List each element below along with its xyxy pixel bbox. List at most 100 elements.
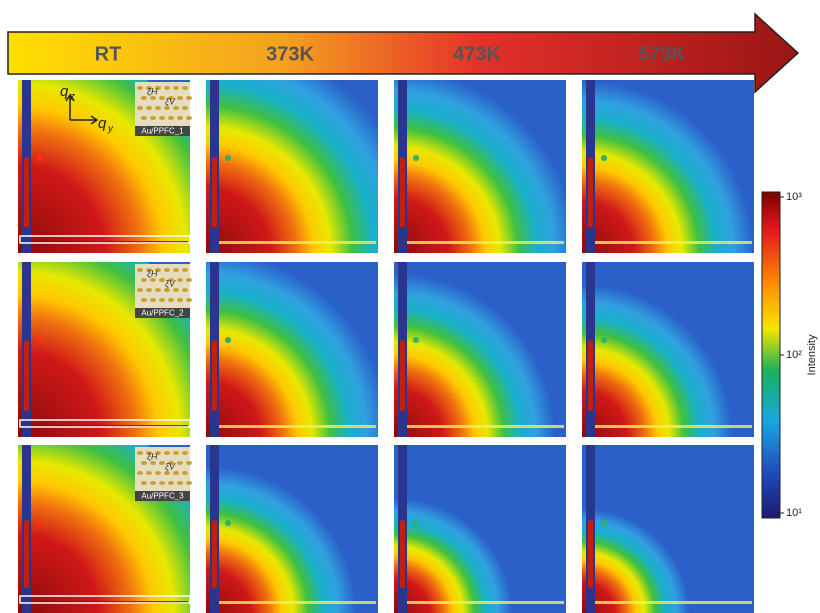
beamstop-core: [24, 341, 29, 411]
specular-spot: [225, 520, 231, 526]
specular-spot: [413, 155, 419, 161]
specular-spot: [413, 337, 419, 343]
particle: [168, 298, 174, 302]
colorbar-tick-label: 10¹: [786, 507, 802, 519]
beamstop-core: [400, 341, 405, 411]
particle: [164, 288, 170, 292]
particle: [182, 451, 188, 455]
particle: [155, 471, 161, 475]
inset-label: Au/PPFC_3: [141, 492, 184, 501]
xi-v-label: ξV: [165, 278, 176, 288]
horizon-line: [595, 601, 752, 604]
particle: [150, 116, 156, 120]
particle: [173, 86, 179, 90]
beamstop-core: [212, 158, 217, 227]
horizon-line: [219, 425, 376, 428]
particle: [177, 461, 183, 465]
particle: [155, 106, 161, 110]
particle: [168, 116, 174, 120]
beamstop-core: [212, 341, 217, 411]
specular-spot: [601, 337, 607, 343]
particle: [177, 298, 183, 302]
horizon-line: [219, 601, 376, 604]
beamstop-core: [24, 158, 29, 227]
horizon-line: [407, 425, 564, 428]
temperature-label: RT: [95, 43, 122, 65]
scattering-pattern: [582, 80, 754, 253]
particle: [141, 96, 147, 100]
particle: [177, 278, 183, 282]
particle: [186, 481, 192, 485]
colorbar-tick-label: 10³: [786, 191, 802, 203]
particle: [168, 481, 174, 485]
qy-sub: y: [107, 124, 114, 135]
particle: [186, 116, 192, 120]
xi-h-label: ξH: [147, 268, 158, 278]
specular-spot: [37, 155, 43, 161]
specular-spot: [601, 520, 607, 526]
particle: [186, 298, 192, 302]
specular-spot: [601, 155, 607, 161]
particle: [150, 298, 156, 302]
beamstop-core: [24, 521, 29, 588]
beamstop-core: [400, 158, 405, 227]
particle: [173, 268, 179, 272]
particle: [137, 268, 143, 272]
particle: [182, 471, 188, 475]
beamstop-core: [400, 521, 405, 588]
particle: [146, 471, 152, 475]
particle: [182, 86, 188, 90]
horizon-line: [595, 241, 752, 244]
particle: [173, 451, 179, 455]
specular-spot: [37, 337, 43, 343]
temperature-label: 573K: [638, 43, 686, 65]
particle: [173, 471, 179, 475]
particle: [137, 106, 143, 110]
scattering-pattern: [206, 445, 378, 613]
beamstop-core: [212, 521, 217, 588]
inset-label: Au/PPFC_1: [141, 127, 184, 136]
temperature-label: 473K: [453, 43, 501, 65]
particle: [186, 461, 192, 465]
qz-sub: z: [69, 92, 75, 103]
colorbar: [762, 192, 780, 518]
particle: [146, 288, 152, 292]
particle: [141, 298, 147, 302]
scattering-pattern: [582, 262, 754, 437]
particle: [159, 116, 165, 120]
particle: [141, 461, 147, 465]
particle: [146, 106, 152, 110]
particle: [137, 288, 143, 292]
particle: [182, 106, 188, 110]
figure: ξHξVAu/PPFC_1ξHξVAu/PPFC_2ξHξVAu/PPFC_3 …: [0, 0, 820, 613]
particle: [177, 116, 183, 120]
qz-label: q: [60, 83, 69, 100]
scattering-pattern: [206, 262, 378, 437]
panels: ξHξVAu/PPFC_1ξHξVAu/PPFC_2ξHξVAu/PPFC_3: [18, 80, 754, 613]
particle: [164, 268, 170, 272]
inset-label: Au/PPFC_2: [141, 309, 184, 318]
xi-v-label: ξV: [165, 96, 176, 106]
particle: [164, 86, 170, 90]
particle: [164, 471, 170, 475]
particle: [141, 116, 147, 120]
temperature-label: 373K: [266, 43, 314, 65]
particle: [182, 268, 188, 272]
scattering-pattern: [394, 262, 566, 437]
particle: [137, 471, 143, 475]
specular-spot: [225, 155, 231, 161]
specular-spot: [225, 337, 231, 343]
particle: [150, 278, 156, 282]
beamstop-core: [588, 521, 593, 588]
qy-label: q: [98, 115, 107, 132]
horizon-line: [595, 425, 752, 428]
particle: [173, 106, 179, 110]
particle: [164, 451, 170, 455]
particle: [159, 298, 165, 302]
scattering-pattern: [206, 80, 378, 253]
scattering-pattern: [394, 80, 566, 253]
horizon-line: [407, 241, 564, 244]
particle: [150, 461, 156, 465]
particle: [186, 96, 192, 100]
specular-spot: [413, 520, 419, 526]
